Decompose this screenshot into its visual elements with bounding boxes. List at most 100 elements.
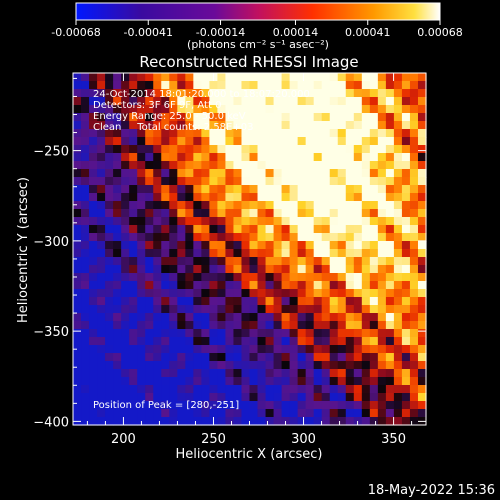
heatmap-cell: [137, 337, 146, 346]
heatmap-cell: [385, 241, 395, 250]
heatmap-cell: [345, 313, 355, 322]
colorbar-ticks: -0.00068 -0.00041 -0.00014 0.00014 0.00041 0.…: [51, 20, 463, 39]
heatmap-cell: [137, 249, 146, 258]
heatmap-cell: [89, 217, 98, 226]
heatmap-cell: [81, 73, 90, 82]
heatmap-cell: [137, 81, 146, 90]
heatmap-cell: [353, 321, 363, 330]
heatmap-cell: [321, 209, 331, 218]
heatmap-cell: [361, 225, 371, 234]
heatmap-cell: [249, 393, 259, 402]
heatmap-cell: [273, 273, 283, 282]
heatmap-cell: [361, 313, 371, 322]
heatmap-cell: [153, 265, 162, 274]
heatmap-cell: [281, 353, 291, 362]
heatmap-cell: [265, 313, 275, 322]
heatmap-cell: [209, 401, 219, 410]
heatmap-cell: [177, 137, 186, 146]
heatmap-cell: [161, 289, 170, 298]
heatmap-cell: [137, 73, 146, 82]
heatmap-cell: [401, 353, 411, 362]
heatmap-cell: [249, 321, 259, 330]
heatmap-cell: [153, 417, 162, 426]
heatmap-cell: [417, 97, 427, 106]
heatmap-cell: [209, 209, 219, 218]
heatmap-cell: [137, 257, 146, 266]
heatmap-cell: [81, 81, 90, 90]
heatmap-cell: [249, 257, 259, 266]
heatmap-cell: [73, 289, 82, 298]
heatmap-cell: [97, 241, 106, 250]
heatmap-cell: [321, 193, 331, 202]
heatmap-cell: [257, 385, 267, 394]
heatmap-cell: [209, 113, 219, 122]
heatmap-cell: [353, 185, 363, 194]
heatmap-cell: [369, 113, 379, 122]
heatmap-cell: [249, 193, 259, 202]
heatmap-cell: [113, 305, 122, 314]
heatmap-cell: [345, 73, 355, 82]
heatmap-cell: [409, 305, 419, 314]
heatmap-cell: [233, 329, 243, 338]
heatmap-cell: [297, 105, 307, 114]
heatmap-cell: [417, 313, 427, 322]
heatmap-cell: [273, 73, 283, 82]
heatmap-cell: [81, 249, 90, 258]
heatmap-cell: [313, 241, 323, 250]
heatmap-cell: [113, 329, 122, 338]
x-tick-label: 200: [111, 432, 136, 447]
heatmap-cell: [337, 153, 347, 162]
heatmap-cell: [89, 289, 98, 298]
heatmap-cell: [265, 361, 275, 370]
heatmap-cell: [401, 361, 411, 370]
heatmap-cell: [369, 313, 379, 322]
heatmap-cell: [73, 217, 82, 226]
heatmap-cell: [73, 273, 82, 282]
heatmap-cell: [265, 289, 275, 298]
heatmap-cell: [145, 353, 154, 362]
heatmap-cell: [377, 193, 387, 202]
heatmap-cell: [361, 297, 371, 306]
heatmap-cell: [289, 361, 299, 370]
heatmap-cell: [361, 361, 371, 370]
heatmap-cell: [209, 361, 219, 370]
heatmap-cell: [297, 129, 307, 138]
heatmap-cell: [361, 321, 371, 330]
heatmap-cell: [353, 233, 363, 242]
heatmap-cell: [249, 73, 259, 82]
heatmap-cell: [369, 297, 379, 306]
heatmap-cell: [81, 273, 90, 282]
heatmap-cell: [345, 417, 355, 426]
heatmap-cell: [257, 193, 267, 202]
heatmap-cell: [185, 201, 194, 210]
heatmap-cell: [169, 361, 178, 370]
heatmap-cell: [369, 377, 379, 386]
heatmap-cell: [209, 385, 219, 394]
heatmap-cell: [369, 209, 379, 218]
heatmap-cell: [177, 201, 186, 210]
heatmap-cell: [329, 73, 339, 82]
heatmap-cell: [249, 265, 259, 274]
heatmap-cell: [153, 89, 162, 98]
heatmap-cell: [289, 337, 299, 346]
heatmap-cell: [169, 385, 178, 394]
heatmap-cell: [337, 105, 347, 114]
heatmap-cell: [313, 377, 323, 386]
heatmap-cell: [81, 257, 90, 266]
heatmap-cell: [337, 289, 347, 298]
heatmap-cell: [297, 329, 307, 338]
heatmap-cell: [129, 249, 138, 258]
heatmap-cell: [257, 209, 267, 218]
heatmap-cell: [73, 385, 82, 394]
heatmap-cell: [385, 313, 395, 322]
colorbar-tick-label: 0.00068: [417, 26, 463, 39]
heatmap-cell: [377, 361, 387, 370]
heatmap-cell: [369, 137, 379, 146]
heatmap-cell: [377, 153, 387, 162]
heatmap-cell: [193, 177, 202, 186]
heatmap-cell: [217, 401, 227, 410]
heatmap-cell: [337, 161, 347, 170]
heatmap-cell: [329, 337, 339, 346]
heatmap-cell: [393, 417, 403, 426]
